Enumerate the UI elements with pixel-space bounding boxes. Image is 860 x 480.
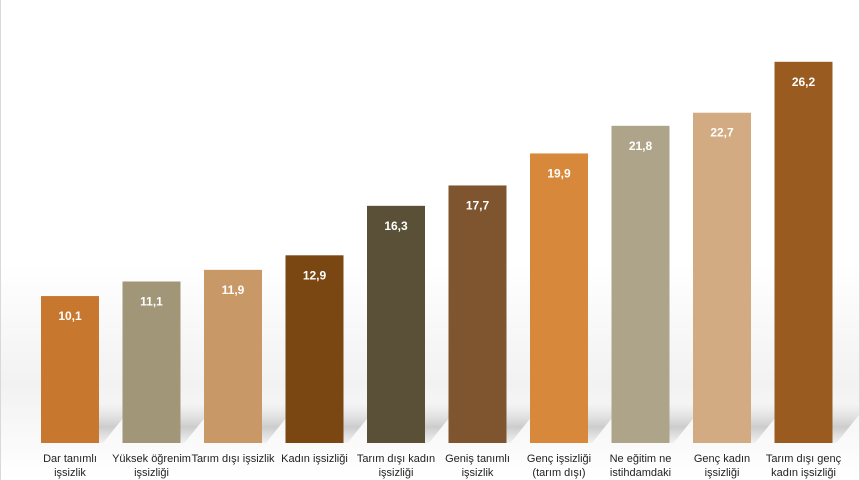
category-label-line: Dar tanımlı <box>43 453 97 465</box>
category-label-line: Geniş tanımlı <box>445 453 510 465</box>
value-label-8: 22,7 <box>710 126 734 140</box>
bar-9 <box>774 61 833 443</box>
value-label-6: 19,9 <box>547 166 571 180</box>
category-label-8: Genç kadın işsizliği <box>694 453 750 479</box>
value-label-4: 16,3 <box>384 219 408 233</box>
category-label-6: Genç işsizliği (tarım dışı) <box>527 453 591 479</box>
value-label-5: 17,7 <box>466 198 490 212</box>
category-label-line: Tarım dışı genç <box>766 453 842 465</box>
category-label-line: Tarım dışı işsizlik <box>191 453 275 465</box>
category-label-2: Tarım dışı işsizlik <box>191 453 275 465</box>
bars-group <box>41 61 833 443</box>
category-label-line: Kadın işsizliği <box>281 453 348 465</box>
value-label-2: 11,9 <box>222 283 245 297</box>
category-label-line: işsizlik <box>54 467 86 479</box>
category-label-line: istihdamdaki <box>610 467 671 479</box>
category-label-0: Dar tanımlı işsizlik <box>43 453 97 479</box>
category-label-line: işsizliği <box>705 467 740 479</box>
bar-8 <box>693 112 751 443</box>
bar-7 <box>611 125 670 443</box>
bar-4 <box>367 205 425 443</box>
category-label-line: işsizlik <box>462 467 494 479</box>
value-labels: 10,1 11,1 11,9 12,9 16,3 17,7 19,9 21,8 22,7 26,2 <box>58 75 815 323</box>
bar-6 <box>530 153 588 443</box>
category-label-1: Yüksek öğrenim işsizliği <box>112 453 191 479</box>
category-labels: Dar tanımlı işsizlik Yüksek öğrenim işsizli… <box>43 453 841 479</box>
category-label-line: (tarım dışı) <box>532 467 585 479</box>
category-label-line: kadın işsizliği <box>771 467 836 479</box>
category-label-line: işsizliği <box>134 467 169 479</box>
value-label-0: 10,1 <box>58 309 82 323</box>
category-label-line: Ne eğitim ne <box>610 453 672 465</box>
bar-2 <box>204 269 262 443</box>
bar-5 <box>448 185 507 443</box>
category-label-line: Genç işsizliği <box>527 453 591 465</box>
category-label-line: Yüksek öğrenim <box>112 453 191 465</box>
bar-0 <box>41 296 99 443</box>
category-label-3: Kadın işsizliği <box>281 453 348 465</box>
category-label-9: Tarım dışı genç kadın işsizliği <box>766 453 842 479</box>
category-label-line: Tarım dışı kadın <box>357 453 435 465</box>
bar-1 <box>122 281 181 443</box>
category-label-5: Geniş tanımlı işsizlik <box>445 453 510 479</box>
value-label-7: 21,8 <box>629 139 653 153</box>
category-label-7: Ne eğitim ne istihdamdaki <box>610 453 672 479</box>
value-label-1: 11,1 <box>140 294 163 308</box>
value-label-3: 12,9 <box>303 268 327 282</box>
category-label-line: Genç kadın <box>694 453 750 465</box>
category-label-line: işsizliği <box>379 467 414 479</box>
value-label-9: 26,2 <box>792 75 816 89</box>
category-label-4: Tarım dışı kadın işsizliği <box>357 453 435 479</box>
bar-3 <box>285 255 344 443</box>
